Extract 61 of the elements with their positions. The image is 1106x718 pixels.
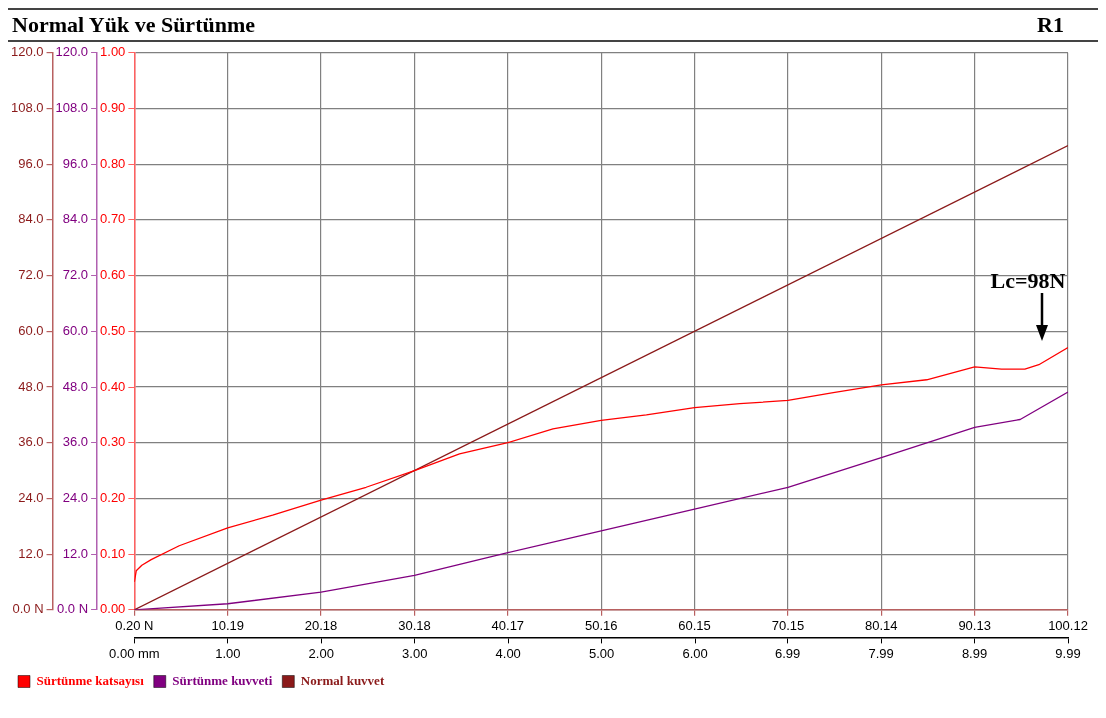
y2-tick-label: 48.0 [18, 378, 44, 394]
y3-tick-label: 0.50 [100, 322, 126, 338]
x-tick-label: 40.17 [491, 618, 525, 634]
x2-tick-label: 8.99 [961, 645, 988, 661]
y2-tick-label: 24.0 [18, 489, 44, 505]
y-tick-label: 12.0 [62, 545, 89, 561]
x-tick-label: 70.15 [771, 618, 805, 634]
x2-tick-label: 9.99 [1055, 645, 1081, 661]
x-tick-label: 100.12 [1048, 618, 1088, 634]
y3-tick-label: 0.60 [100, 267, 126, 283]
x-tick-label: 80.14 [865, 618, 898, 634]
y-tick-label: 24.0 [62, 489, 89, 505]
x2-tick-label: 4.00 [495, 645, 521, 661]
y3-tick-label: 0.30 [100, 434, 126, 450]
x2-tick-label: 3.00 [402, 645, 428, 661]
y3-tick-label: 1.00 [100, 44, 126, 60]
y-tick-label: 0.0 N [56, 601, 89, 617]
y-tick-label: 72.0 [62, 267, 89, 283]
y3-tick-label: 0.20 [100, 489, 126, 505]
y2-tick-label: 108.0 [10, 100, 44, 116]
x2-tick-label: 0.00 mm [109, 645, 160, 661]
y-tick-label: 108.0 [55, 100, 89, 116]
y2-tick-label: 120.0 [10, 44, 44, 60]
y3-tick-label: 0.00 [100, 601, 126, 617]
y-tick-label: 120.0 [55, 44, 89, 60]
y2-tick-label: 0.0 N [12, 601, 44, 617]
x2-tick-label: 7.99 [868, 645, 894, 661]
y-tick-label: 96.0 [62, 155, 89, 171]
x2-tick-label: 5.00 [588, 645, 615, 661]
y3-tick-label: 0.70 [100, 211, 126, 227]
legend-label: Normal kuvvet [300, 672, 385, 688]
y-tick-label: 60.0 [62, 322, 89, 338]
x-tick-label: 90.13 [958, 618, 991, 634]
y2-tick-label: 96.0 [18, 155, 44, 171]
x2-tick-label: 6.99 [774, 645, 801, 661]
y3-tick-label: 0.40 [100, 378, 126, 394]
x-tick-label: 30.18 [398, 618, 431, 634]
chart-subtitle: R1 [1037, 12, 1064, 38]
y2-tick-label: 72.0 [18, 267, 44, 283]
x2-tick-label: 1.00 [215, 645, 241, 661]
y3-tick-label: 0.10 [100, 545, 126, 561]
x-tick-label: 50.16 [584, 618, 618, 634]
y-tick-label: 48.0 [62, 378, 89, 394]
y2-tick-label: 84.0 [18, 211, 44, 227]
y2-tick-label: 12.0 [18, 545, 44, 561]
x-tick-label: 20.18 [304, 618, 338, 634]
x-tick-label: 60.15 [678, 618, 711, 634]
y3-tick-label: 0.90 [100, 100, 126, 116]
y-tick-label: 84.0 [62, 211, 89, 227]
x-tick-label: 0.20 N [115, 618, 154, 634]
legend-label: Sürtünme katsayısı [36, 672, 145, 688]
y-tick-label: 36.0 [62, 434, 89, 450]
y2-tick-label: 36.0 [18, 434, 44, 450]
x2-tick-label: 6.00 [682, 645, 708, 661]
x2-tick-label: 2.00 [308, 645, 334, 661]
x-tick-label: 10.19 [211, 618, 244, 634]
annotation: Lc=98N [990, 268, 1066, 294]
y2-tick-label: 60.0 [18, 322, 44, 338]
y3-tick-label: 0.80 [100, 155, 126, 171]
legend-label: Sürtünme kuvveti [172, 672, 273, 688]
chart-title: Normal Yük ve Sürtünme [12, 12, 256, 38]
